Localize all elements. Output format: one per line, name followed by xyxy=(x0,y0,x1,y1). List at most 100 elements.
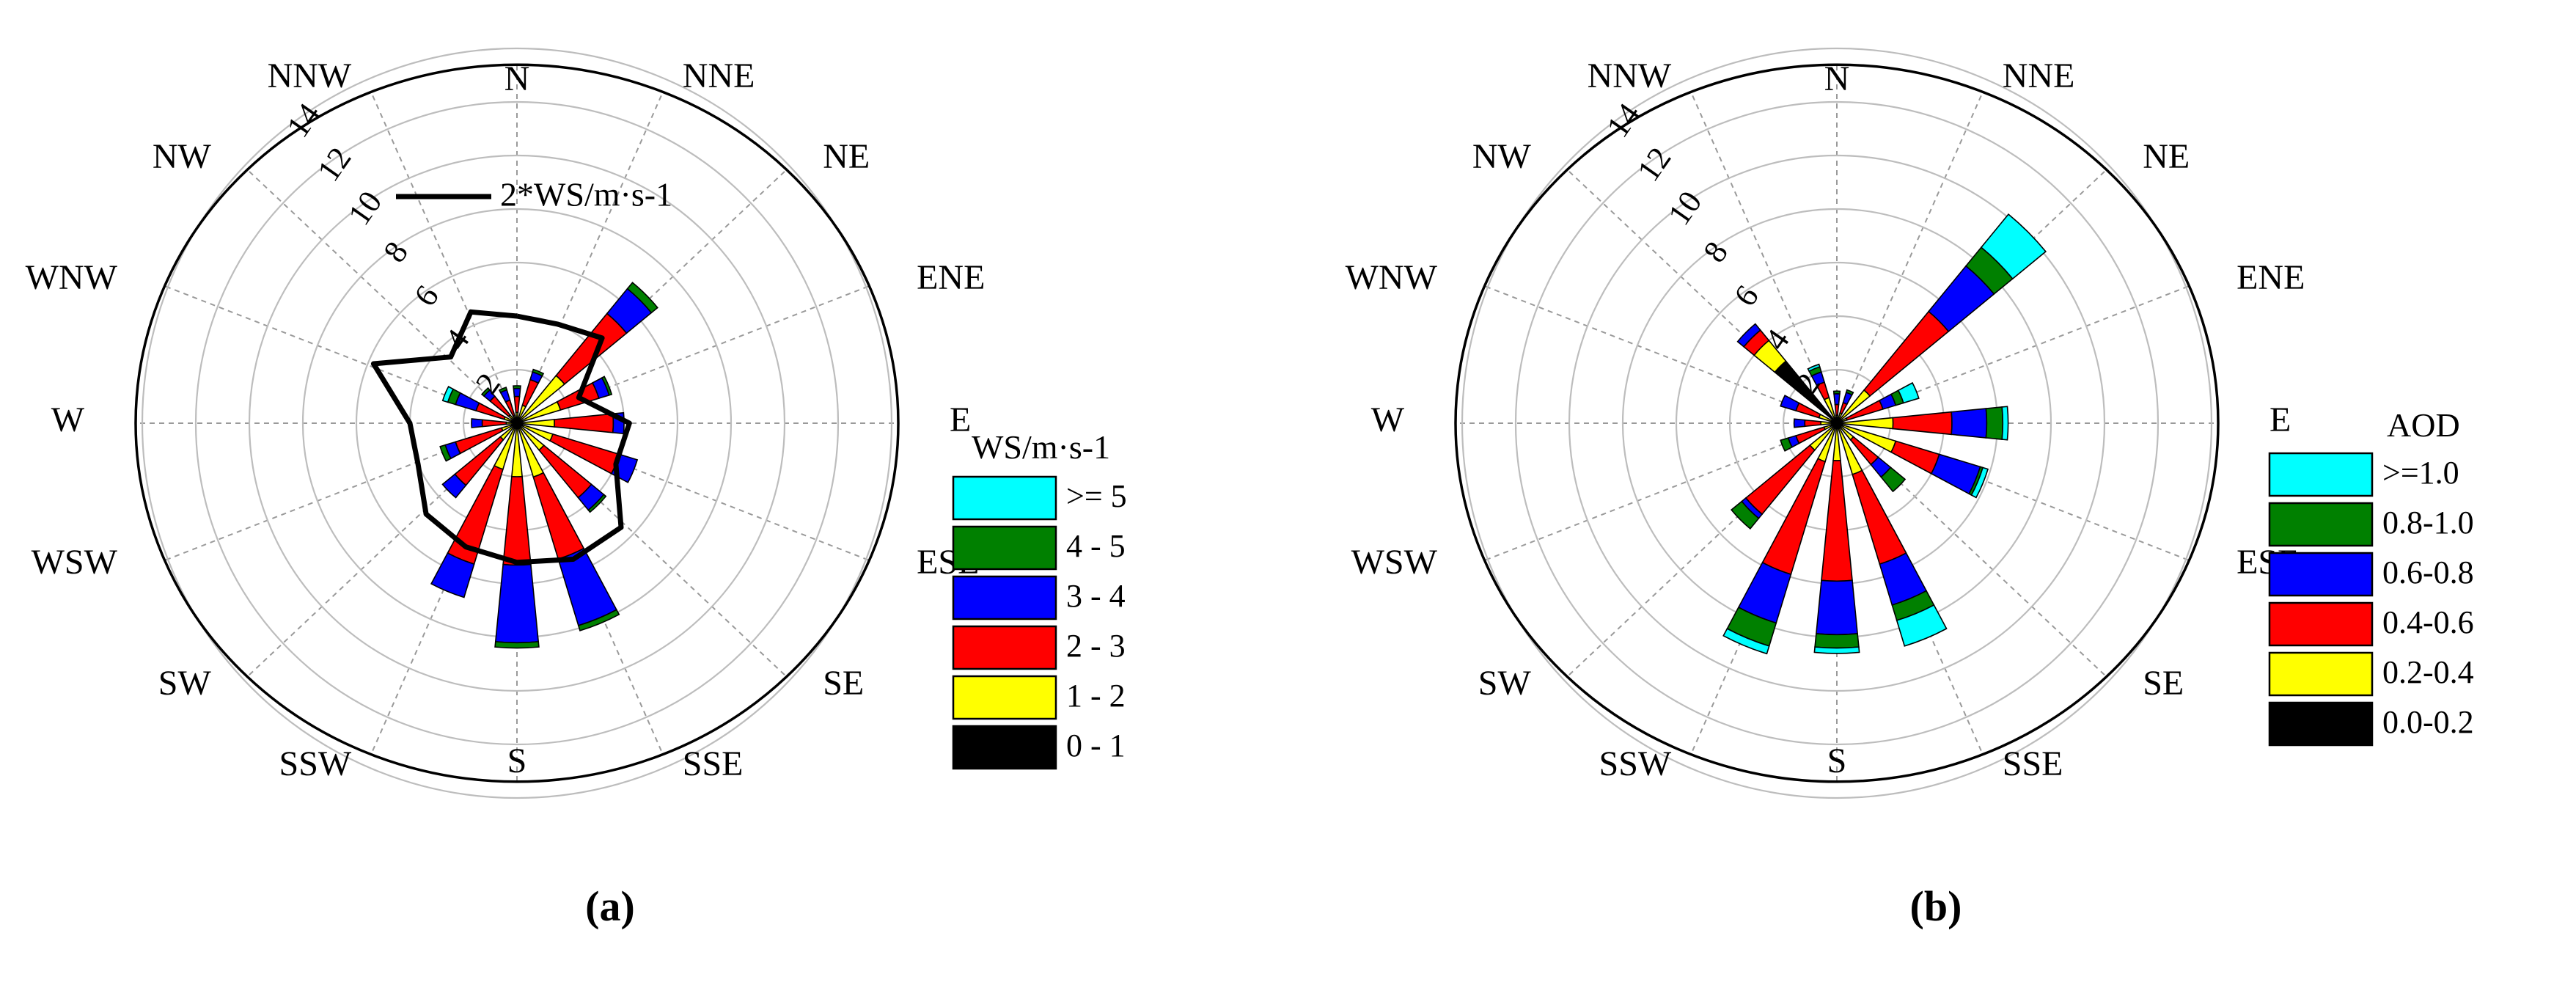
direction-label-nw: NW xyxy=(153,137,212,176)
bar-sw-0-8-1-0 xyxy=(1731,500,1760,530)
bar-w-0-6-0-8 xyxy=(1793,418,1806,428)
legend-swatch-1-0 xyxy=(2268,452,2374,497)
bar-e-1-0 xyxy=(2001,406,2009,441)
bar-ssw-3-4 xyxy=(430,552,475,598)
bar-s-3-4 xyxy=(494,563,540,644)
bar-ne-4-5 xyxy=(626,282,658,314)
bar-n-0-6-0-8 xyxy=(1833,393,1841,406)
direction-label-n: N xyxy=(1824,59,1850,98)
spoke-ene xyxy=(516,285,870,424)
spoke-nnw xyxy=(370,92,518,424)
spoke-wsw xyxy=(1484,422,1838,561)
bar-s-0-8-1-0 xyxy=(1814,633,1860,649)
bar-wnw-0-6-0-8 xyxy=(1780,395,1800,412)
bar-ssw-1-0 xyxy=(1722,628,1770,655)
panel-label: (b) xyxy=(1910,882,1962,930)
spoke-wnw xyxy=(164,285,518,424)
spoke-nne xyxy=(1836,92,1984,424)
bar-se-0-8-1-0 xyxy=(1880,466,1907,493)
radial-gridline-14 xyxy=(141,47,893,799)
outer-frame xyxy=(1454,63,2220,783)
direction-label-wnw: WNW xyxy=(1346,258,1438,297)
line-series-2ws xyxy=(370,309,632,565)
bar-nnw-1-0 xyxy=(1807,363,1821,373)
bar-nw-4-5 xyxy=(480,387,491,398)
direction-label-nw: NW xyxy=(1472,137,1532,176)
bar-se-4-5 xyxy=(587,494,607,513)
bar-wsw-4-5 xyxy=(439,444,452,462)
radial-tick-label: 6 xyxy=(1727,279,1766,312)
bar-ne-2-3 xyxy=(555,312,628,385)
direction-label-wnw: WNW xyxy=(26,258,118,297)
bar-nnw-4-5 xyxy=(498,387,508,394)
direction-label-wsw: WSW xyxy=(1351,543,1438,582)
spoke-nw xyxy=(246,169,518,424)
legend-label-5: >= 5 xyxy=(1066,478,1127,514)
direction-label-ssw: SSW xyxy=(1599,744,1672,783)
bar-ese-1-0 xyxy=(1970,466,1989,499)
legend-swatch-1-2 xyxy=(952,675,1057,720)
spoke-ene xyxy=(1836,285,2190,424)
bar-e-0-8-1-0 xyxy=(1985,406,2004,440)
outer-frame xyxy=(134,63,900,783)
direction-label-n: N xyxy=(504,59,530,98)
bar-s-1-0 xyxy=(1813,646,1860,654)
radial-tick-label: 8 xyxy=(1696,235,1735,268)
bar-n-0-8-1-0 xyxy=(1832,390,1841,395)
panel-label: (a) xyxy=(585,882,635,930)
bar-ene-4-5 xyxy=(601,376,613,396)
bar-s-4-5 xyxy=(494,640,540,649)
bar-nw-0-6-0-8 xyxy=(1736,323,1761,348)
legend-title: AOD xyxy=(2387,406,2460,444)
spoke-wnw xyxy=(1484,285,1838,424)
direction-label-w: W xyxy=(51,400,85,439)
bar-n-3-4 xyxy=(513,387,521,398)
radial-gridline-10 xyxy=(1568,154,2106,692)
radial-tick-label: 4 xyxy=(438,323,477,356)
bar-n-2-3 xyxy=(513,395,521,414)
bar-ese-0-4-0-6 xyxy=(1890,440,1940,475)
bar-e-0-6-0-8 xyxy=(1951,408,1988,439)
radial-gridline-12 xyxy=(194,100,840,746)
direction-label-ne: NE xyxy=(823,137,870,176)
spoke-wsw xyxy=(164,422,518,561)
legend-swatch-5 xyxy=(952,475,1057,521)
spoke-ese xyxy=(516,422,870,561)
bar-sw-3-4 xyxy=(441,473,467,499)
spoke-nne xyxy=(516,92,664,424)
bar-nne-4-5 xyxy=(532,368,545,377)
radial-gridline-10 xyxy=(248,154,786,692)
direction-label-sw: SW xyxy=(1478,664,1532,703)
direction-label-wsw: WSW xyxy=(32,543,118,582)
direction-label-ene: ENE xyxy=(2236,258,2305,297)
legend-label-2-3: 2 - 3 xyxy=(1066,628,1126,664)
legend-swatch-0-2-0-4 xyxy=(2268,651,2374,697)
bar-wsw-0-8-1-0 xyxy=(1780,437,1793,452)
legend-title: WS/m·s-1 xyxy=(972,428,1110,466)
legend-label-0-8-1-0: 0.8-1.0 xyxy=(2382,505,2474,541)
legend-label-0-1: 0 - 1 xyxy=(1066,728,1126,764)
direction-label-e: E xyxy=(950,400,971,439)
bar-w-3-4 xyxy=(471,418,483,428)
bar-s-2-3 xyxy=(502,475,532,566)
legend-label-1-0: >=1.0 xyxy=(2382,455,2459,491)
direction-label-s: S xyxy=(507,742,527,780)
legend-label-0-2-0-4: 0.2-0.4 xyxy=(2382,654,2474,690)
legend-label-3-4: 3 - 4 xyxy=(1066,578,1126,614)
direction-label-s: S xyxy=(1827,742,1847,780)
bar-sse-4-5 xyxy=(577,609,620,631)
legend-swatch-0-8-1-0 xyxy=(2268,502,2374,547)
legend-swatch-4-5 xyxy=(952,525,1057,571)
legend-swatch-2-3 xyxy=(952,625,1057,670)
direction-label-ne: NE xyxy=(2143,137,2190,176)
bar-e-0-4-0-6 xyxy=(1892,411,1953,436)
direction-label-nne: NNE xyxy=(2003,56,2075,95)
legend-swatch-0-6-0-8 xyxy=(2268,552,2374,597)
bar-w-2-3 xyxy=(481,419,507,428)
radial-tick-label: 8 xyxy=(376,235,415,268)
direction-label-nnw: NNW xyxy=(1588,56,1672,95)
legend-label-4-5: 4 - 5 xyxy=(1066,528,1126,564)
